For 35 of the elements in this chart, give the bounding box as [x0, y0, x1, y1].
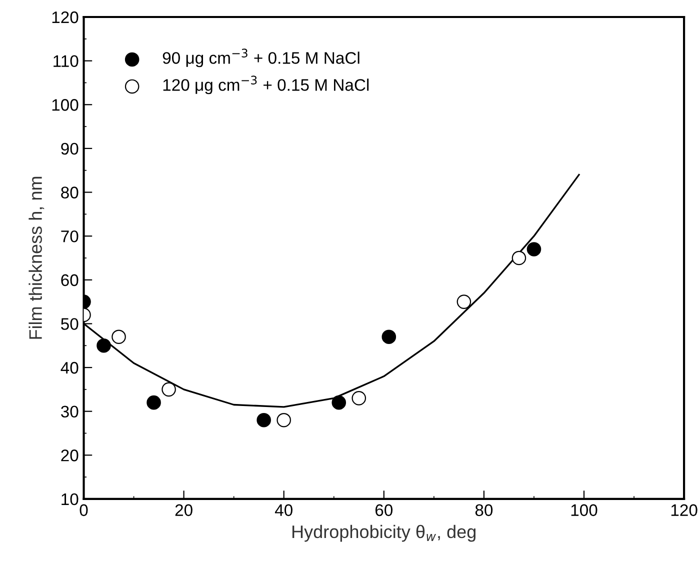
point: [162, 382, 176, 397]
x-tick-label: 20: [175, 504, 192, 516]
legend-label: 120 μg cm$^{−3}$ + 0.15 M NaCl: [163, 76, 369, 94]
point: [526, 242, 542, 256]
y-tick-label: 40: [60, 362, 78, 374]
point: [256, 412, 271, 428]
point: [276, 412, 291, 428]
y-tick-label: 50: [61, 318, 78, 330]
point: [352, 391, 366, 406]
x-tick-label: 0: [80, 504, 88, 516]
y-axis-title: Film thickness h, nm: [28, 176, 44, 339]
point: [456, 294, 472, 309]
point: [382, 330, 396, 344]
y-tick-label: 80: [61, 186, 78, 198]
y-tick-label: 90: [61, 142, 78, 155]
legend-label: 90 μg cm$^{−3}$ + 0.15 M NaCl: [162, 48, 360, 68]
x-tick-label: 60: [375, 504, 393, 516]
y-tick-label: 100: [52, 99, 78, 111]
y-tick-label: 10: [62, 493, 78, 506]
point: [112, 330, 126, 344]
x-tick-label: 120: [671, 504, 698, 516]
point: [332, 395, 346, 410]
x-tick-label: 80: [475, 504, 493, 516]
y-tick-label: 70: [61, 230, 78, 242]
y-tick-label: 110: [54, 55, 78, 68]
point: [146, 395, 161, 410]
x-tick-label: 100: [571, 504, 598, 516]
y-tick-label: 20: [61, 450, 78, 462]
point: [96, 338, 111, 353]
y-tick-label: 30: [61, 406, 78, 418]
point: [512, 250, 526, 266]
y-tick-label: 60: [61, 274, 78, 286]
x-axis-title: Hydrophobicity θ$_{w}$, deg: [292, 524, 476, 542]
y-tick-label: 120: [52, 11, 78, 24]
x-tick-label: 40: [274, 504, 292, 516]
